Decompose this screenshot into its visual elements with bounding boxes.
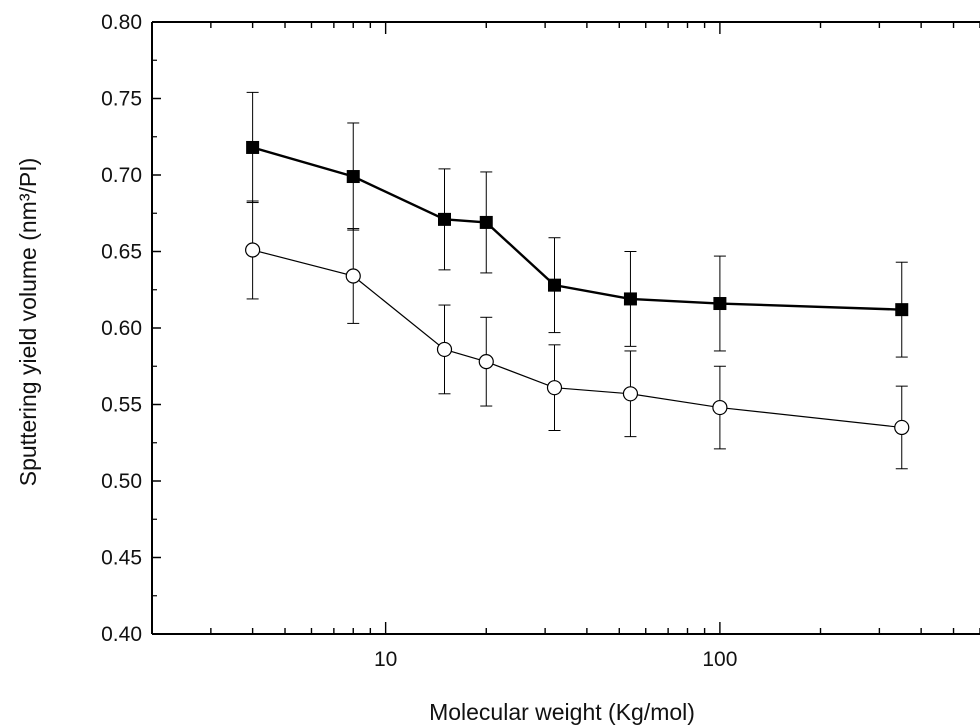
- data-point-circle: [345, 268, 361, 284]
- y-axis-title: Sputtering yield volume (nm³/PI): [15, 158, 41, 487]
- y-tick-label: 0.80: [101, 11, 142, 34]
- data-point-circle: [478, 354, 494, 370]
- series-2-line: [252, 249, 902, 429]
- x-tick-label: 100: [702, 648, 737, 671]
- data-point-square: [547, 278, 561, 292]
- y-tick-label: 0.55: [101, 394, 142, 417]
- y-tick-label: 0.60: [101, 317, 142, 340]
- data-point-square: [437, 212, 451, 226]
- data-point-square: [346, 170, 360, 184]
- y-tick-labels: 0.40 0.45 0.50 0.55 0.60 0.65 0.70 0.75 0.80: [101, 11, 142, 646]
- major-ticks: [152, 21, 721, 635]
- y-tick-label: 0.70: [101, 164, 142, 187]
- data-point-circle: [894, 419, 910, 436]
- y-tick-label: 0.50: [101, 470, 142, 493]
- data-point-square: [895, 303, 909, 317]
- data-point-circle: [245, 242, 261, 258]
- y-tick-label: 0.45: [101, 547, 142, 570]
- data-point-square: [623, 292, 637, 306]
- data-point-square: [713, 297, 727, 311]
- minor-ticks: [151, 22, 980, 634]
- series-2: [245, 200, 910, 470]
- data-point-square: [479, 215, 493, 229]
- series-1: [246, 91, 909, 358]
- data-point-circle: [436, 341, 453, 358]
- series-layer: [245, 91, 910, 470]
- series-1-line: [252, 146, 902, 311]
- y-tick-label: 0.65: [101, 241, 142, 264]
- x-tick-label: 10: [374, 648, 397, 671]
- y-tick-label: 0.40: [101, 623, 142, 646]
- data-point-circle: [622, 386, 639, 402]
- x-tick-labels: 10 100: [374, 648, 737, 671]
- data-point-circle: [712, 399, 728, 416]
- data-point-circle: [546, 380, 563, 396]
- data-point-square: [246, 140, 260, 154]
- x-axis-title: Molecular weight (Kg/mol): [429, 699, 695, 725]
- y-tick-label: 0.75: [101, 88, 142, 111]
